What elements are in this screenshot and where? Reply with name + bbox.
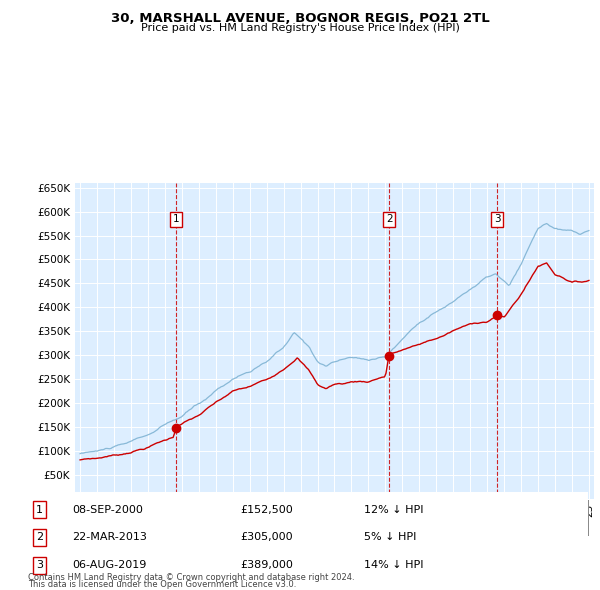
Text: This data is licensed under the Open Government Licence v3.0.: This data is licensed under the Open Gov… — [28, 581, 296, 589]
Text: Contains HM Land Registry data © Crown copyright and database right 2024.: Contains HM Land Registry data © Crown c… — [28, 573, 355, 582]
Text: 5% ↓ HPI: 5% ↓ HPI — [364, 532, 416, 542]
Text: 1: 1 — [173, 214, 179, 224]
Text: HPI: Average price, detached house, Arun: HPI: Average price, detached house, Arun — [69, 522, 287, 532]
Text: 12% ↓ HPI: 12% ↓ HPI — [364, 504, 423, 514]
Text: 30, MARSHALL AVENUE, BOGNOR REGIS, PO21 2TL: 30, MARSHALL AVENUE, BOGNOR REGIS, PO21 … — [110, 12, 490, 25]
Text: 3: 3 — [494, 214, 500, 224]
Text: 14% ↓ HPI: 14% ↓ HPI — [364, 560, 423, 571]
Text: 2: 2 — [386, 214, 392, 224]
Text: £152,500: £152,500 — [240, 504, 293, 514]
Text: 3: 3 — [36, 560, 43, 571]
Text: Price paid vs. HM Land Registry's House Price Index (HPI): Price paid vs. HM Land Registry's House … — [140, 23, 460, 33]
Text: 06-AUG-2019: 06-AUG-2019 — [72, 560, 146, 571]
Text: 22-MAR-2013: 22-MAR-2013 — [72, 532, 147, 542]
Text: 30, MARSHALL AVENUE, BOGNOR REGIS, PO21 2TL (detached house): 30, MARSHALL AVENUE, BOGNOR REGIS, PO21 … — [69, 504, 429, 514]
Text: 08-SEP-2000: 08-SEP-2000 — [72, 504, 143, 514]
Text: 1: 1 — [36, 504, 43, 514]
Text: £389,000: £389,000 — [240, 560, 293, 571]
Text: 2: 2 — [36, 532, 43, 542]
Text: £305,000: £305,000 — [240, 532, 293, 542]
